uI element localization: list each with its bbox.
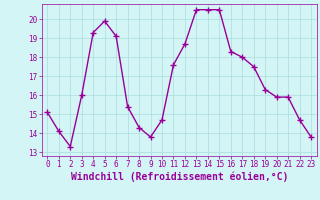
X-axis label: Windchill (Refroidissement éolien,°C): Windchill (Refroidissement éolien,°C) [70,172,288,182]
